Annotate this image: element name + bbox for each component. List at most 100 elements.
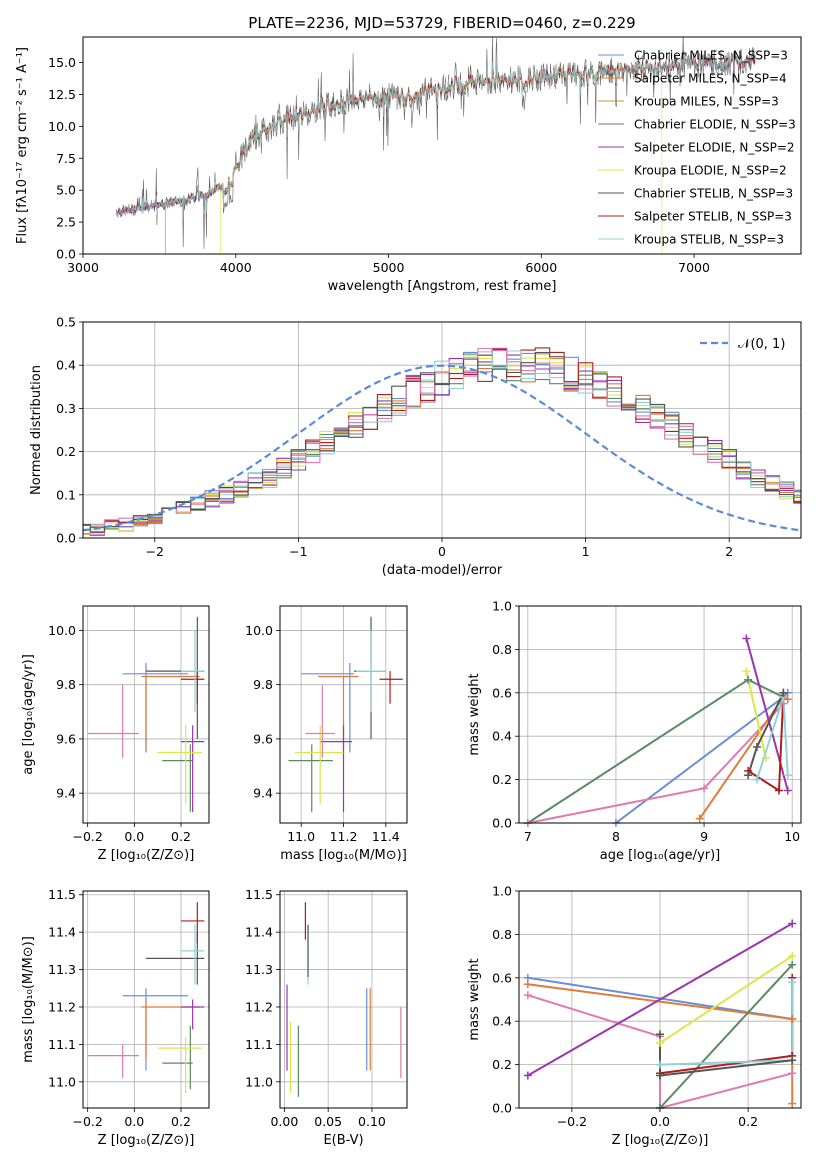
- x-axis-label: E(B-V): [323, 1133, 363, 1148]
- panel-7: 0.00 0.05 0.10 11.0 11.1 11.2 11.3 11.4 11.5 E(B-…: [245, 887, 408, 1148]
- y-tick-label: 11.3: [245, 962, 273, 977]
- x-axis-label: (data-model)/error: [382, 563, 503, 578]
- weight-marker: [788, 960, 797, 969]
- y-tick-label: 10.0: [245, 623, 273, 638]
- weight-marker: [774, 786, 783, 795]
- weight-marker: [788, 978, 797, 987]
- x-tick-label: 0.0: [124, 1114, 144, 1129]
- y-tick-label: 0.6: [492, 685, 512, 700]
- weight-marker: [783, 771, 792, 780]
- y-tick-label: 0.5: [56, 315, 76, 330]
- y-tick-label: 10.0: [48, 119, 76, 134]
- weight-marker: [788, 952, 797, 961]
- y-tick-label: 9.8: [253, 677, 273, 692]
- x-tick-label: 11.2: [330, 829, 358, 844]
- axes-frame: [518, 890, 802, 1109]
- weight-marker: [523, 1071, 532, 1080]
- x-tick-label: −1: [289, 544, 307, 559]
- x-tick-label: 0.05: [314, 1114, 342, 1129]
- weight-marker: [761, 753, 770, 762]
- y-tick-label: 11.4: [245, 925, 273, 940]
- y-tick-label: 11.4: [48, 925, 76, 940]
- x-axis-label: Z [log₁₀(Z/Z⊙)]: [612, 1133, 709, 1148]
- histogram-step: [83, 355, 801, 535]
- y-tick-label: 1.0: [492, 599, 512, 614]
- panel-5: 7 8 9 10 0.0 0.2 0.4 0.6 0.8 1.0 age [log₁₀(age/yr…: [467, 599, 802, 863]
- y-tick-label: 0.8: [492, 642, 512, 657]
- weight-marker: [744, 675, 753, 684]
- axes-frame: [82, 36, 802, 255]
- legend-entry: Salpeter MILES, N_SSP=4: [634, 72, 787, 86]
- x-tick-label: 0.0: [124, 829, 144, 844]
- y-tick-label: 5.0: [56, 183, 76, 198]
- weight-marker: [523, 991, 532, 1000]
- plot-area: [87, 616, 205, 813]
- y-axis-label: Normed distribution: [29, 365, 44, 495]
- y-tick-label: 9.6: [56, 731, 76, 746]
- axes-frame: [279, 605, 408, 824]
- weight-line: [527, 922, 793, 1077]
- weight-marker: [788, 1015, 797, 1024]
- x-tick-label: 0: [438, 544, 446, 559]
- x-tick-label: −0.2: [72, 829, 102, 844]
- weight-line: [745, 670, 767, 759]
- weight-marker: [788, 1099, 797, 1108]
- weight-marker: [656, 1060, 664, 1069]
- x-tick-label: 9: [700, 829, 708, 844]
- y-tick-label: 0.0: [56, 247, 76, 262]
- y-tick-label: 0.6: [492, 970, 512, 985]
- axes-frame: [82, 605, 210, 824]
- y-tick-label: 10.0: [48, 623, 76, 638]
- weight-marker: [779, 688, 788, 697]
- weight-line: [527, 702, 785, 823]
- legend-entry: Kroupa STELIB, N_SSP=3: [634, 233, 784, 247]
- histogram-step: [83, 347, 801, 535]
- weight-line: [698, 695, 789, 820]
- panel-8: −0.2 0.0 0.2 0.0 0.2 0.4 0.6 0.8 1.0 Z [log₁₀(Z/Z…: [467, 884, 802, 1148]
- y-tick-label: 0.2: [56, 444, 76, 459]
- y-tick-label: 0.2: [492, 1057, 512, 1072]
- y-tick-label: 0.8: [492, 927, 512, 942]
- weight-marker: [788, 919, 797, 928]
- weight-marker: [788, 1056, 797, 1065]
- x-tick-label: 7000: [678, 260, 710, 275]
- panel-3: −0.2 0.0 0.2 9.4 9.6 9.8 10.0 Z [log₁₀(Z/Z⊙)] ag…: [21, 605, 210, 863]
- y-axis-label: Flux [fλ10⁻¹⁷ erg cm⁻² s⁻¹ A⁻¹]: [15, 47, 30, 244]
- plot-area: [83, 347, 801, 536]
- legend-entry: Chabrier MILES, N_SSP=3: [634, 49, 788, 63]
- x-axis-label: age [log₁₀(age/yr)]: [600, 848, 721, 863]
- y-tick-label: 0.0: [56, 531, 76, 546]
- y-tick-label: 11.3: [48, 962, 76, 977]
- y-tick-label: 12.5: [48, 87, 76, 102]
- weight-marker: [788, 1069, 797, 1078]
- y-tick-label: 11.1: [48, 1037, 76, 1052]
- x-tick-label: 5000: [373, 260, 405, 275]
- legend: Chabrier MILES, N_SSP=3 Salpeter MILES, N…: [598, 49, 796, 247]
- y-tick-label: 0.0: [492, 1101, 512, 1116]
- x-tick-label: −0.2: [557, 1114, 587, 1129]
- spectrum-line: [116, 53, 756, 220]
- x-tick-label: 0.0: [650, 1114, 670, 1129]
- weight-line: [659, 982, 794, 1066]
- y-tick-label: 9.4: [56, 786, 76, 801]
- y-tick-label: 7.5: [56, 151, 76, 166]
- weight-marker: [656, 1038, 664, 1047]
- y-tick-label: 11.2: [48, 999, 76, 1014]
- legend-entry: Kroupa ELODIE, N_SSP=2: [634, 164, 787, 178]
- legend-entry: Chabrier ELODIE, N_SSP=3: [634, 118, 796, 132]
- y-tick-label: 11.0: [245, 1074, 273, 1089]
- x-tick-label: 2: [725, 544, 733, 559]
- x-tick-label: 4000: [220, 260, 252, 275]
- x-axis-label: Z [log₁₀(Z/Z⊙)]: [98, 1133, 195, 1148]
- weight-marker: [742, 634, 751, 643]
- weight-marker: [656, 1071, 664, 1080]
- x-tick-label: 0.00: [270, 1114, 298, 1129]
- axes-frame: [279, 890, 408, 1109]
- axes-frame: [82, 890, 210, 1109]
- y-tick-label: 11.1: [245, 1037, 273, 1052]
- y-tick-label: 15.0: [48, 55, 76, 70]
- y-tick-label: 0.2: [492, 772, 512, 787]
- x-tick-label: 0.2: [171, 829, 191, 844]
- x-tick-label: 10: [784, 829, 800, 844]
- y-tick-label: 0.4: [56, 358, 76, 373]
